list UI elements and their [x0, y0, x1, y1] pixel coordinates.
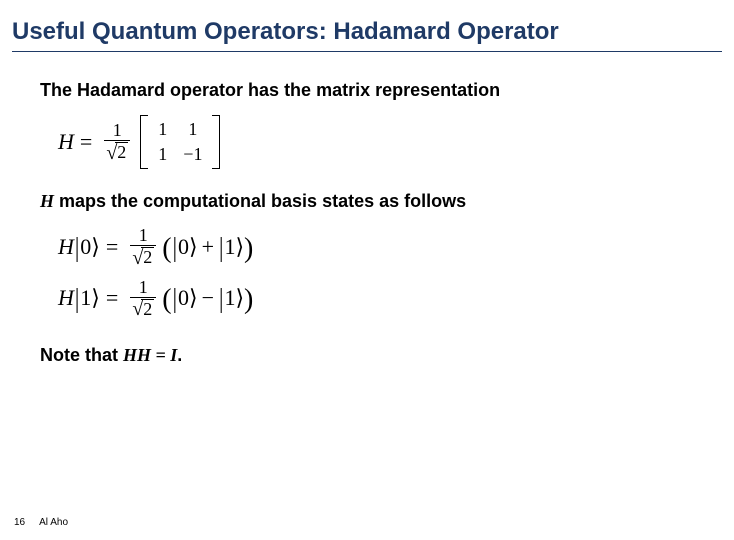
slide-title: Useful Quantum Operators: Hadamard Opera… [12, 18, 722, 52]
eq2b-k2: 1 [224, 285, 235, 310]
eq2b-eq: = [106, 285, 118, 311]
basis-state-equations: H |0⟩ = 1 √2 ( |0⟩ + |1⟩ ) H |1⟩ = 1 √ [58, 226, 722, 320]
slide-footer: 16 Al Aho [14, 517, 68, 528]
m22: −1 [183, 144, 202, 165]
slide-author: Al Aho [39, 517, 68, 528]
eq2a-num: 1 [137, 226, 150, 245]
eq2b-H: H [58, 285, 74, 311]
eq-H0: H |0⟩ = 1 √2 ( |0⟩ + |1⟩ ) [58, 226, 722, 268]
m11: 1 [158, 119, 167, 140]
note-pre: Note that [40, 345, 123, 365]
eq2a-k1: 0 [178, 234, 189, 259]
eq2a-k2: 1 [224, 234, 235, 259]
slide-number: 16 [14, 517, 25, 528]
eq2a-lhs-ket: 0 [80, 234, 91, 259]
note-mid: = [151, 345, 170, 365]
eq1-frac-num: 1 [111, 121, 124, 140]
eq1-fraction: 1 √2 [104, 121, 130, 163]
eq2b-lhs-ket: 1 [80, 285, 91, 310]
intro-text: The Hadamard operator has the matrix rep… [40, 80, 722, 101]
eq2b-num: 1 [137, 278, 150, 297]
eq2b-op: − [202, 285, 214, 311]
maps-text: H maps the computational basis states as… [40, 191, 722, 212]
eq1-matrix: 1 1 1 −1 [140, 115, 220, 169]
hadamard-matrix-equation: H = 1 √2 1 1 1 −1 [58, 115, 722, 169]
maps-H: H [40, 191, 54, 211]
eq2b-sqrt: 2 [141, 299, 154, 320]
eq2a-H: H [58, 234, 74, 260]
eq1-lhs: H [58, 129, 74, 155]
note-HH: HH [123, 345, 151, 365]
eq2b-k1: 0 [178, 285, 189, 310]
m21: 1 [158, 144, 167, 165]
eq1-equals: = [80, 129, 92, 155]
note-end: . [177, 345, 182, 365]
sqrt-icon: √2 [106, 142, 128, 163]
m12: 1 [183, 119, 202, 140]
eq-H1: H |1⟩ = 1 √2 ( |0⟩ − |1⟩ ) [58, 278, 722, 320]
maps-rest: maps the computational basis states as f… [54, 191, 466, 211]
eq1-sqrt-arg: 2 [115, 142, 128, 163]
eq2a-sqrt: 2 [141, 247, 154, 268]
eq2a-eq: = [106, 234, 118, 260]
note-text: Note that HH = I. [40, 345, 722, 366]
eq2a-op: + [202, 234, 214, 260]
